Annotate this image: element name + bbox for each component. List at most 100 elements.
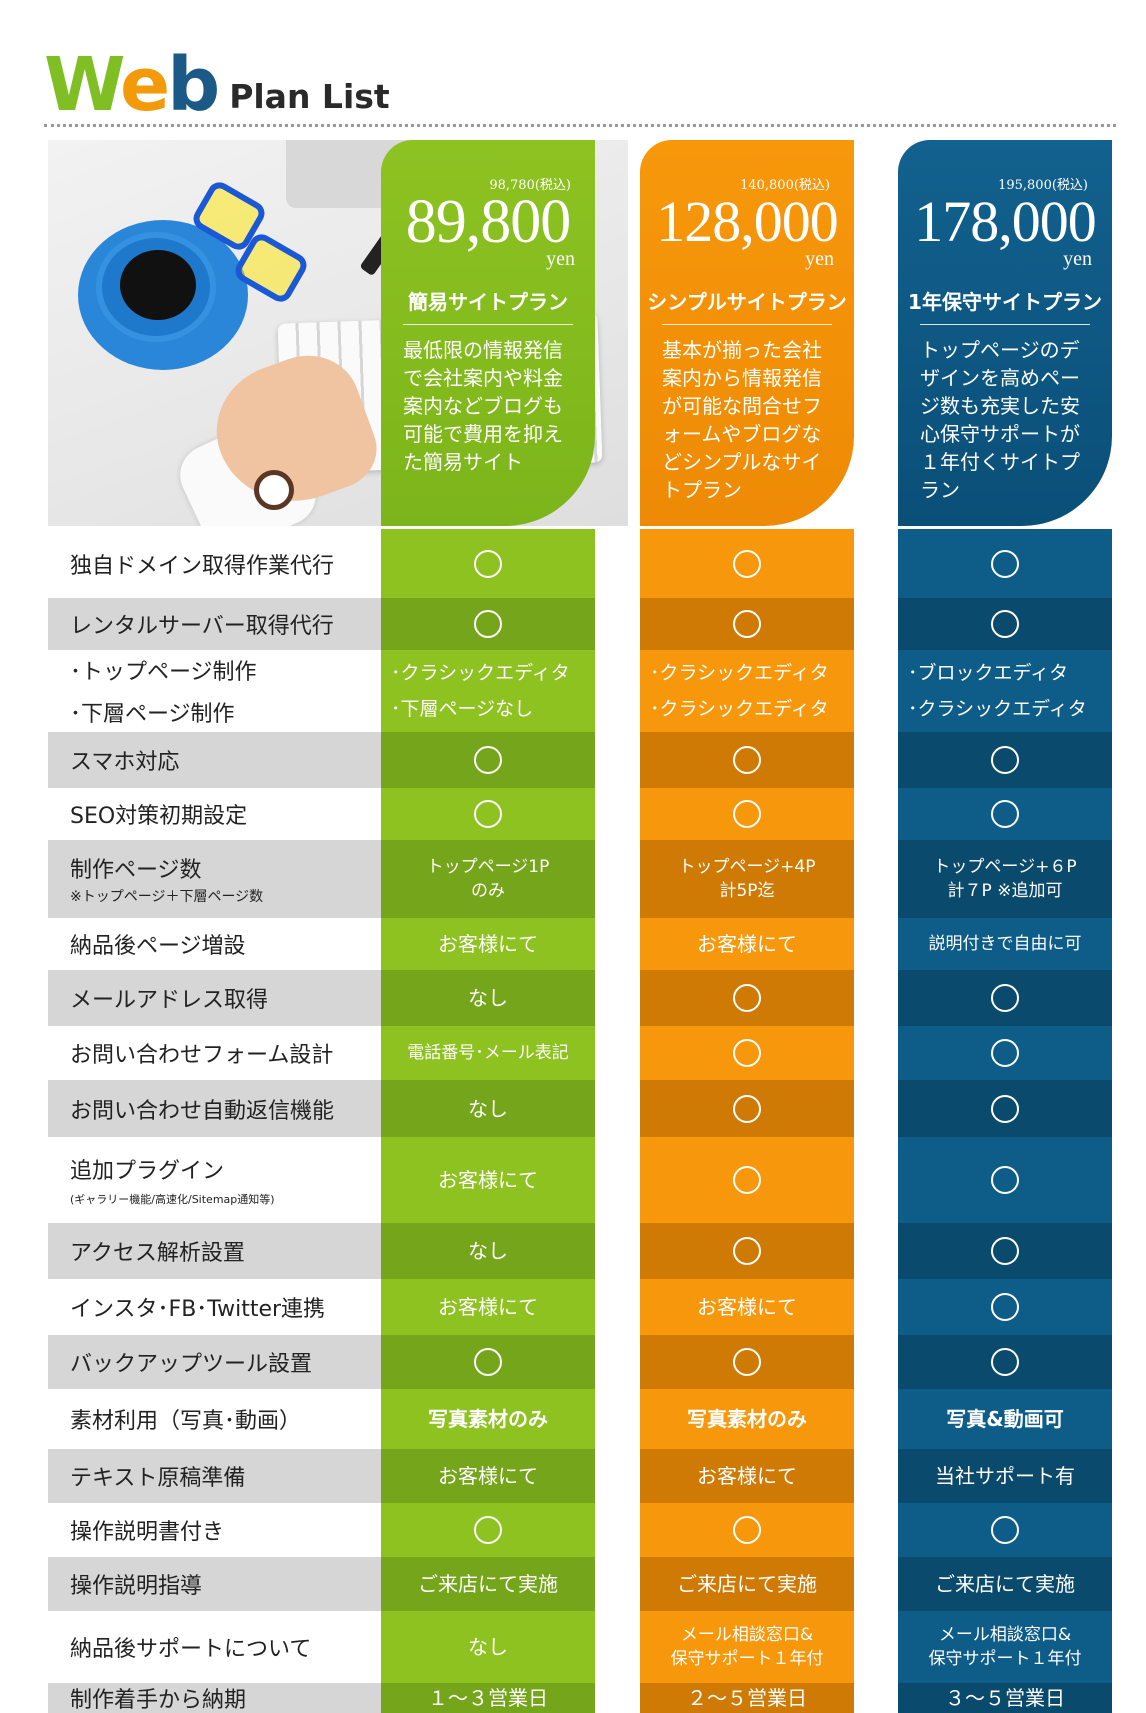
cell-text: お客様にて (697, 932, 797, 956)
included-circle-icon (991, 984, 1019, 1012)
plan-cell (640, 1026, 854, 1080)
row-label-text: 操作説明書付き (70, 1520, 225, 1545)
cell-text: 計７P ※追加可 (947, 881, 1063, 901)
cell-text: 保守サポート１年付 (670, 1649, 824, 1669)
included-circle-icon (733, 610, 761, 638)
table-row: バックアップツール設置 (48, 1335, 1116, 1389)
plan-cell: なし (381, 1611, 595, 1683)
included-circle-icon (733, 1039, 761, 1067)
cell-text: お客様にて (438, 1168, 538, 1192)
plan-cell (381, 732, 595, 788)
table-row: お問い合わせフォーム設計 電話番号･メール表記 (48, 1026, 1116, 1080)
watch-shape (254, 470, 294, 510)
table-row: 制作着手から納期 １〜３営業日 ２〜５営業日 ３〜５営業日 (48, 1683, 1116, 1713)
row-label-text: 制作ページ数 (70, 858, 202, 883)
table-row: 操作説明指導 ご来店にて実施 ご来店にて実施 ご来店にて実施 (48, 1557, 1116, 1611)
plan-tax-price: 140,800(税込) (740, 178, 830, 193)
included-circle-icon (991, 549, 1019, 578)
cell-text: 計5P迄 (719, 881, 775, 901)
row-label-text: インスタ･FB･Twitter連携 (70, 1297, 326, 1322)
row-label: 操作説明指導 (48, 1557, 381, 1611)
table-row: 納品後サポートについて なし メール相談窓口& 保守サポート１年付 メール相談窓口& 保守… (48, 1611, 1116, 1683)
row-label-text: メールアドレス取得 (70, 988, 269, 1013)
included-circle-icon (991, 1039, 1019, 1067)
row-label-text: 素材利用（写真･動画） (70, 1409, 302, 1434)
plan-cell (898, 732, 1112, 788)
plan-cell (640, 970, 854, 1026)
row-label: インスタ･FB･Twitter連携 (48, 1279, 381, 1335)
cell-text: トップページ+６P (933, 857, 1077, 877)
row-label-text: アクセス解析設置 (70, 1241, 245, 1266)
included-circle-icon (733, 984, 761, 1012)
row-label: 追加プラグイン (ギャラリー機能/高速化/Sitemap通知等) (48, 1137, 381, 1223)
row-label: 制作ページ数 ※トップページ＋下層ページ数 (48, 840, 381, 918)
row-label-text: テキスト原稿準備 (70, 1466, 246, 1491)
dotted-divider (44, 124, 1116, 127)
row-label-text: バックアップツール設置 (70, 1352, 313, 1377)
plan-cell (640, 1503, 854, 1557)
included-circle-icon (474, 1348, 502, 1376)
row-label-text: 納品後サポートについて (70, 1637, 312, 1662)
row-label-text: ･トップページ制作 (70, 660, 257, 685)
included-circle-icon (733, 1516, 761, 1544)
cell-text: 保守サポート１年付 (928, 1649, 1082, 1669)
row-label: 独自ドメイン取得作業代行 (48, 529, 381, 598)
plan-cell (381, 529, 595, 598)
plan-divider (403, 324, 573, 325)
plan-cell (640, 598, 854, 650)
plan-cell (381, 1335, 595, 1389)
table-row: スマホ対応 (48, 732, 1116, 788)
plan-cell: 写真&動画可 (898, 1389, 1112, 1449)
table-row: テキスト原稿準備 お客様にて お客様にて 当社サポート有 (48, 1449, 1116, 1503)
plan-cell: ･ブロックエディタ ･クラシックエディタ (898, 650, 1112, 732)
cell-text: メール相談窓口& (938, 1625, 1072, 1645)
plan-cell: お客様にて (640, 918, 854, 970)
plan-tax-price: 98,780(税込) (489, 178, 571, 193)
cell-text: トップページ+4P (678, 857, 816, 877)
cell-text: お客様にて (438, 932, 538, 956)
plan-cell (898, 1223, 1112, 1279)
plan-tax-price: 195,800(税込) (998, 178, 1088, 193)
plan-currency: yen (805, 248, 834, 270)
table-row: お問い合わせ自動返信機能 なし (48, 1080, 1116, 1137)
plan-cell (898, 598, 1112, 650)
logo-letter-w: W (44, 42, 123, 128)
included-circle-icon (733, 746, 761, 774)
cell-text: ご来店にて実施 (677, 1572, 817, 1596)
cell-text: ･クラシックエディタ (908, 698, 1087, 720)
plan-cell (381, 788, 595, 840)
plan-cell: ･クラシックエディタ ･下層ページなし (381, 650, 595, 732)
plan-cell: トップページ1P のみ (381, 840, 595, 918)
plan-cell (898, 970, 1112, 1026)
plan-cell: お客様にて (381, 1137, 595, 1223)
plan-cell: なし (381, 970, 595, 1026)
plan-cell (640, 732, 854, 788)
included-circle-icon (991, 1348, 1019, 1376)
cell-text: ご来店にて実施 (935, 1572, 1075, 1596)
plan-cell (898, 1080, 1112, 1137)
included-circle-icon (474, 800, 502, 828)
cell-text: メール相談窓口& (680, 1625, 814, 1645)
plan-card-simple: 140,800(税込) 128,000 yen シンプルサイトプラン 基本が揃っ… (640, 140, 854, 526)
plan-cell (381, 598, 595, 650)
included-circle-icon (733, 800, 761, 828)
table-row: メールアドレス取得 なし (48, 970, 1116, 1026)
plan-name: 1年保守サイトプラン (908, 290, 1102, 314)
plan-cell: トップページ+６P 計７P ※追加可 (898, 840, 1112, 918)
plan-cell: ･クラシックエディタ ･クラシックエディタ (640, 650, 854, 732)
plan-cell: ご来店にて実施 (381, 1557, 595, 1611)
logo-letter-b: b (167, 42, 220, 128)
plan-cell (640, 1080, 854, 1137)
row-label-text: 制作着手から納期 (70, 1688, 247, 1713)
table-row: 操作説明書付き (48, 1503, 1116, 1557)
plan-currency: yen (546, 248, 575, 270)
row-label-text: スマホ対応 (70, 750, 180, 775)
plan-price: 128,000 (656, 189, 839, 254)
table-row: インスタ･FB･Twitter連携 お客様にて お客様にて (48, 1279, 1116, 1335)
cell-text: お客様にて (697, 1464, 797, 1488)
logo-web: Web (44, 48, 220, 122)
row-label: テキスト原稿準備 (48, 1449, 381, 1503)
cell-text: 写真素材のみ (428, 1407, 548, 1431)
row-label: お問い合わせフォーム設計 (48, 1026, 381, 1080)
cell-text: お客様にて (697, 1295, 797, 1319)
